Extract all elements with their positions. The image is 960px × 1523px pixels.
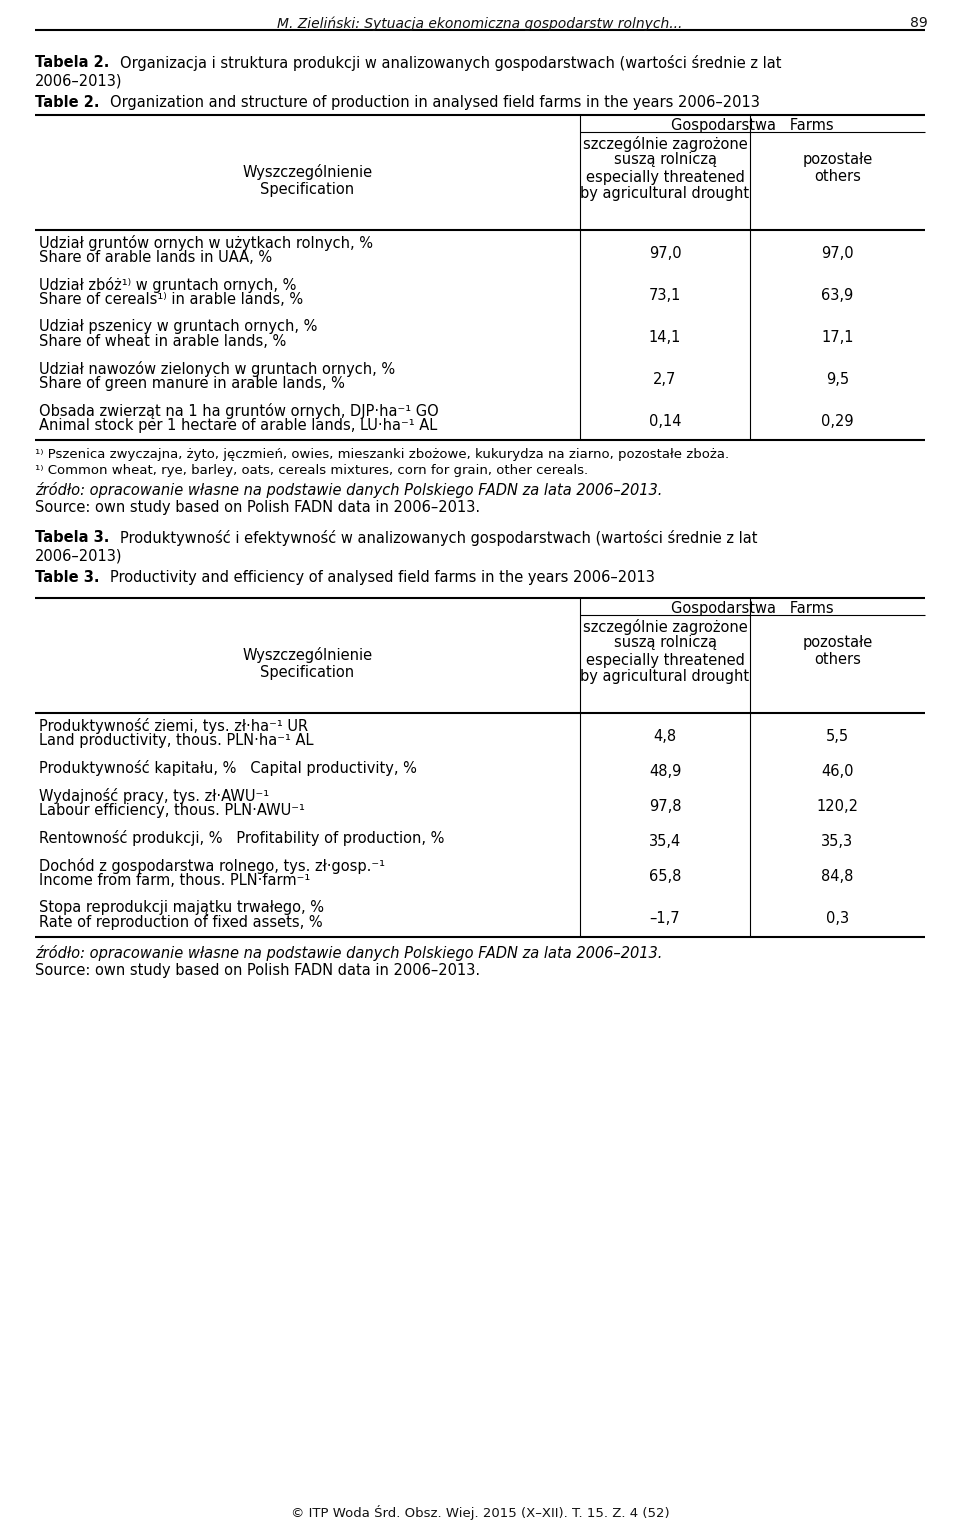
Text: suszą rolniczą: suszą rolniczą <box>613 635 716 650</box>
Text: 84,8: 84,8 <box>822 870 853 883</box>
Text: Gospodarstwa   Farms: Gospodarstwa Farms <box>671 117 834 133</box>
Text: Specification: Specification <box>260 664 354 679</box>
Text: 4,8: 4,8 <box>654 730 677 745</box>
Text: Share of green manure in arable lands, %: Share of green manure in arable lands, % <box>39 376 345 391</box>
Text: Rate of reproduction of fixed assets, %: Rate of reproduction of fixed assets, % <box>39 915 323 931</box>
Text: Share of cereals¹⁾ in arable lands, %: Share of cereals¹⁾ in arable lands, % <box>39 292 303 308</box>
Text: 2006–2013): 2006–2013) <box>35 548 123 564</box>
Text: M. Zieliński: Sytuacja ekonomiczna gospodarstw rolnych...: M. Zieliński: Sytuacja ekonomiczna gospo… <box>277 17 683 30</box>
Text: 89: 89 <box>910 17 928 30</box>
Text: 46,0: 46,0 <box>821 765 853 778</box>
Text: Tabela 2.: Tabela 2. <box>35 55 109 70</box>
Text: others: others <box>814 169 861 184</box>
Text: źródło: opracowanie własne na podstawie danych Polskiego FADN za lata 2006–2013.: źródło: opracowanie własne na podstawie … <box>35 944 662 961</box>
Text: Table 3.: Table 3. <box>35 570 100 585</box>
Text: Wydajność pracy, tys. zł·AWU⁻¹: Wydajność pracy, tys. zł·AWU⁻¹ <box>39 787 269 804</box>
Text: 97,0: 97,0 <box>649 247 682 260</box>
Text: by agricultural drought: by agricultural drought <box>581 186 750 201</box>
Text: szczególnie zagrożone: szczególnie zagrożone <box>583 136 748 152</box>
Text: Rentowność produkcji, %   Profitability of production, %: Rentowność produkcji, % Profitability of… <box>39 830 444 845</box>
Text: others: others <box>814 652 861 667</box>
Text: especially threatened: especially threatened <box>586 171 744 184</box>
Text: 5,5: 5,5 <box>826 730 849 745</box>
Text: 0,3: 0,3 <box>826 911 849 926</box>
Text: 65,8: 65,8 <box>649 870 682 883</box>
Text: especially threatened: especially threatened <box>586 653 744 669</box>
Text: Produktywność ziemi, tys. zł·ha⁻¹ UR: Produktywność ziemi, tys. zł·ha⁻¹ UR <box>39 717 308 734</box>
Text: Udział pszenicy w gruntach ornych, %: Udział pszenicy w gruntach ornych, % <box>39 318 318 334</box>
Text: 97,8: 97,8 <box>649 800 682 813</box>
Text: ¹⁾ Common wheat, rye, barley, oats, cereals mixtures, corn for grain, other cere: ¹⁾ Common wheat, rye, barley, oats, cere… <box>35 465 588 477</box>
Text: 2006–2013): 2006–2013) <box>35 73 123 88</box>
Text: © ITP Woda Śrd. Obsz. Wiej. 2015 (X–XII). T. 15. Z. 4 (52): © ITP Woda Śrd. Obsz. Wiej. 2015 (X–XII)… <box>291 1505 669 1520</box>
Text: Tabela 3.: Tabela 3. <box>35 530 109 545</box>
Text: –1,7: –1,7 <box>650 911 681 926</box>
Text: 2,7: 2,7 <box>654 372 677 387</box>
Text: Land productivity, thous. PLN·ha⁻¹ AL: Land productivity, thous. PLN·ha⁻¹ AL <box>39 733 314 748</box>
Text: szczególnie zagrożone: szczególnie zagrożone <box>583 618 748 635</box>
Text: źródło: opracowanie własne na podstawie danych Polskiego FADN za lata 2006–2013.: źródło: opracowanie własne na podstawie … <box>35 481 662 498</box>
Text: 0,14: 0,14 <box>649 414 682 429</box>
Text: Wyszczególnienie: Wyszczególnienie <box>243 164 372 180</box>
Text: Organizacja i struktura produkcji w analizowanych gospodarstwach (wartości średn: Organizacja i struktura produkcji w anal… <box>120 55 781 72</box>
Text: Share of wheat in arable lands, %: Share of wheat in arable lands, % <box>39 334 286 349</box>
Text: Stopa reprodukcji majątku trwałego, %: Stopa reprodukcji majątku trwałego, % <box>39 900 324 915</box>
Text: Dochód z gospodarstwa rolnego, tys. zł·gosp.⁻¹: Dochód z gospodarstwa rolnego, tys. zł·g… <box>39 857 385 874</box>
Text: Produktywność kapitału, %   Capital productivity, %: Produktywność kapitału, % Capital produc… <box>39 760 417 777</box>
Text: Udział zbóż¹⁾ w gruntach ornych, %: Udział zbóż¹⁾ w gruntach ornych, % <box>39 277 297 292</box>
Text: Income from farm, thous. PLN·farm⁻¹: Income from farm, thous. PLN·farm⁻¹ <box>39 873 310 888</box>
Text: Produktywność i efektywność w analizowanych gospodarstwach (wartości średnie z l: Produktywność i efektywność w analizowan… <box>120 530 757 547</box>
Text: Wyszczególnienie: Wyszczególnienie <box>243 647 372 663</box>
Text: Source: own study based on Polish FADN data in 2006–2013.: Source: own study based on Polish FADN d… <box>35 963 480 978</box>
Text: ¹⁾ Pszenica zwyczajna, żyto, jęczmień, owies, mieszanki zbożowe, kukurydza na zi: ¹⁾ Pszenica zwyczajna, żyto, jęczmień, o… <box>35 448 730 461</box>
Text: Specification: Specification <box>260 181 354 196</box>
Text: suszą rolniczą: suszą rolniczą <box>613 152 716 168</box>
Text: Udział gruntów ornych w użytkach rolnych, %: Udział gruntów ornych w użytkach rolnych… <box>39 235 373 251</box>
Text: pozostałe: pozostałe <box>803 635 873 650</box>
Text: pozostałe: pozostałe <box>803 152 873 168</box>
Text: Animal stock per 1 hectare of arable lands, LU·ha⁻¹ AL: Animal stock per 1 hectare of arable lan… <box>39 417 437 433</box>
Text: Table 2.: Table 2. <box>35 94 100 110</box>
Text: Source: own study based on Polish FADN data in 2006–2013.: Source: own study based on Polish FADN d… <box>35 500 480 515</box>
Text: 17,1: 17,1 <box>821 330 853 346</box>
Text: 14,1: 14,1 <box>649 330 682 346</box>
Text: Organization and structure of production in analysed field farms in the years 20: Organization and structure of production… <box>110 94 760 110</box>
Text: 48,9: 48,9 <box>649 765 682 778</box>
Text: Udział nawozów zielonych w gruntach ornych, %: Udział nawozów zielonych w gruntach orny… <box>39 361 396 378</box>
Text: Share of arable lands in UAA, %: Share of arable lands in UAA, % <box>39 250 272 265</box>
Text: Productivity and efficiency of analysed field farms in the years 2006–2013: Productivity and efficiency of analysed … <box>110 570 655 585</box>
Text: Obsada zwierząt na 1 ha gruntów ornych, DJP·ha⁻¹ GO: Obsada zwierząt na 1 ha gruntów ornych, … <box>39 404 439 419</box>
Text: 0,29: 0,29 <box>821 414 853 429</box>
Text: 35,3: 35,3 <box>822 835 853 848</box>
Text: by agricultural drought: by agricultural drought <box>581 669 750 684</box>
Text: 9,5: 9,5 <box>826 372 849 387</box>
Text: 35,4: 35,4 <box>649 835 682 848</box>
Text: Gospodarstwa   Farms: Gospodarstwa Farms <box>671 602 834 615</box>
Text: 63,9: 63,9 <box>822 288 853 303</box>
Text: 73,1: 73,1 <box>649 288 682 303</box>
Text: Labour efficiency, thous. PLN·AWU⁻¹: Labour efficiency, thous. PLN·AWU⁻¹ <box>39 803 305 818</box>
Text: 97,0: 97,0 <box>821 247 853 260</box>
Text: 120,2: 120,2 <box>817 800 858 813</box>
